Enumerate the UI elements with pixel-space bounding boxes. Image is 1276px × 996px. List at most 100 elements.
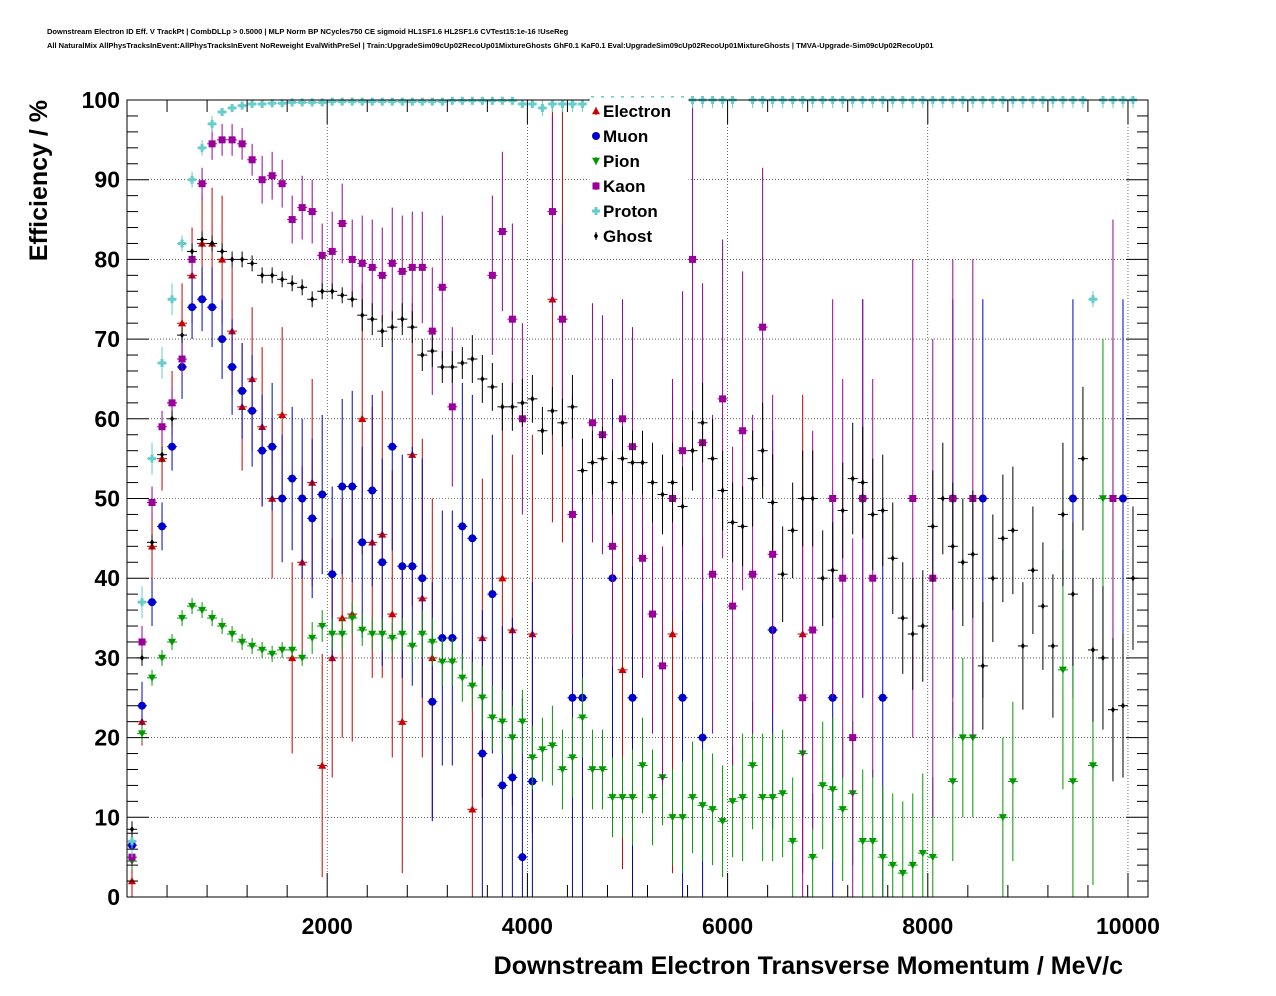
data-point (458, 96, 467, 105)
data-point (598, 766, 607, 774)
data-point (148, 598, 157, 607)
data-point (278, 99, 287, 108)
data-point (990, 574, 995, 582)
data-point (668, 629, 677, 638)
data-point (828, 786, 837, 794)
data-point (428, 638, 437, 646)
data-point (148, 454, 157, 463)
data-point (438, 658, 447, 666)
data-point (869, 574, 877, 582)
data-point (288, 216, 296, 224)
data-point (368, 97, 377, 106)
data-point (740, 522, 745, 530)
data-point (650, 479, 655, 487)
data-point (208, 119, 217, 128)
data-point (218, 136, 226, 144)
data-point (458, 522, 467, 531)
data-point (358, 538, 367, 547)
data-point (298, 654, 307, 662)
data-point (368, 630, 377, 638)
data-point (478, 749, 487, 758)
data-point (810, 495, 815, 502)
data-point (188, 602, 197, 611)
data-point (150, 538, 155, 546)
legend-marker (594, 232, 598, 240)
data-point (568, 754, 577, 762)
data-point (518, 718, 527, 726)
data-point (198, 143, 207, 152)
data-point (618, 665, 627, 674)
y-tick-label: 10 (94, 804, 120, 830)
data-point (318, 251, 326, 259)
data-point (558, 99, 567, 108)
data-point (398, 630, 407, 638)
legend-marker (592, 132, 600, 140)
chart-title-line-2: All NaturalMix AllPhysTracksInEvent:AllP… (47, 41, 934, 50)
data-point (278, 646, 287, 654)
data-point (660, 491, 665, 499)
data-point (348, 255, 356, 263)
data-point (769, 550, 777, 558)
data-point (278, 494, 287, 503)
data-point (508, 734, 517, 742)
data-point (218, 107, 227, 116)
data-point (508, 315, 516, 323)
data-point (659, 662, 667, 670)
data-point (318, 490, 327, 499)
data-point (568, 510, 576, 518)
data-point (868, 838, 877, 846)
data-point (720, 487, 725, 495)
data-point (388, 634, 397, 642)
data-point (190, 247, 195, 255)
data-point (498, 718, 507, 726)
data-point (610, 479, 615, 487)
data-point (308, 514, 317, 523)
data-point (278, 410, 287, 419)
data-point (558, 766, 567, 774)
data-point (1088, 762, 1097, 770)
data-point (908, 861, 917, 870)
data-point (608, 542, 616, 550)
data-point (700, 419, 705, 427)
data-point (678, 814, 687, 822)
data-point (248, 642, 257, 650)
data-point (858, 838, 867, 846)
data-point (880, 506, 885, 514)
data-point (298, 494, 307, 503)
data-point (548, 208, 556, 216)
data-point (168, 442, 177, 451)
data-point (518, 99, 527, 108)
data-point (840, 506, 845, 514)
data-point (158, 359, 167, 368)
data-point (128, 837, 137, 846)
data-point (498, 228, 506, 236)
data-point (588, 419, 596, 427)
data-point (470, 355, 475, 363)
data-point (378, 97, 387, 106)
data-point (768, 794, 777, 802)
data-point (568, 693, 577, 702)
data-point (200, 235, 205, 243)
data-point (308, 98, 317, 107)
data-point (898, 869, 907, 878)
data-point (268, 99, 277, 108)
data-point (718, 818, 727, 826)
data-point (160, 451, 165, 459)
data-point (448, 403, 456, 411)
data-point (208, 614, 217, 623)
data-point (639, 554, 647, 562)
data-point (839, 574, 847, 582)
data-point (260, 271, 265, 279)
data-point (1030, 566, 1035, 574)
data-point (1058, 666, 1067, 674)
data-point (500, 403, 505, 411)
data-point (408, 263, 416, 271)
legend-label: Kaon (603, 177, 646, 196)
data-point (308, 208, 316, 216)
data-point (180, 331, 185, 339)
y-tick-label: 80 (94, 246, 120, 272)
data-point (498, 96, 507, 105)
data-point (878, 693, 887, 702)
data-point (188, 175, 197, 184)
data-point (1098, 495, 1107, 503)
